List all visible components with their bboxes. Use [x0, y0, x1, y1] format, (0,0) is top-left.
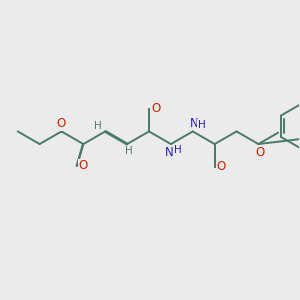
Text: H: H: [174, 145, 181, 155]
Text: H: H: [198, 120, 206, 130]
Text: H: H: [94, 121, 102, 131]
Text: N: N: [165, 146, 174, 159]
Text: O: O: [255, 146, 265, 159]
Text: H: H: [125, 146, 133, 157]
Text: O: O: [151, 102, 160, 115]
Text: O: O: [57, 118, 66, 130]
Text: O: O: [217, 160, 226, 173]
Text: O: O: [78, 159, 88, 172]
Text: N: N: [190, 117, 199, 130]
